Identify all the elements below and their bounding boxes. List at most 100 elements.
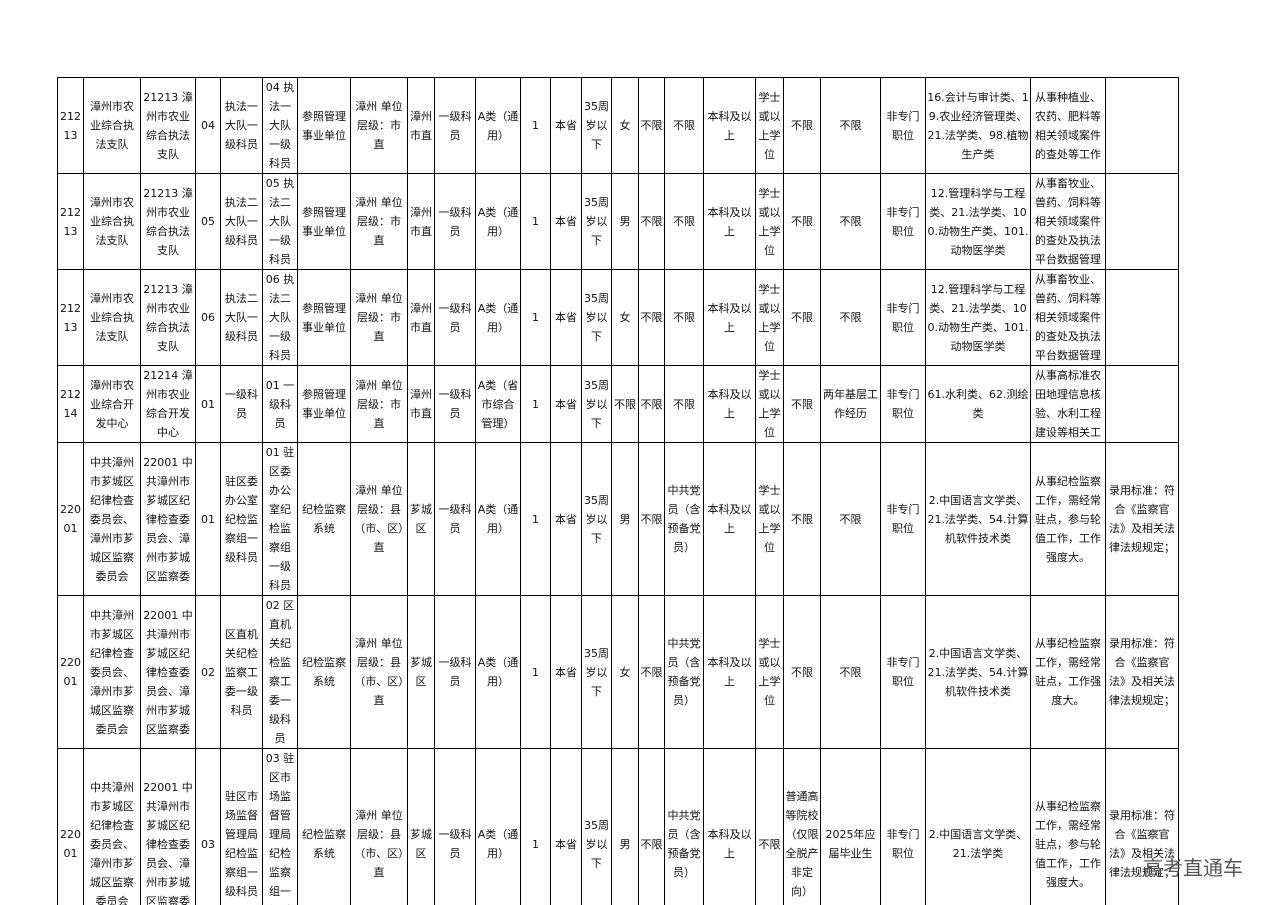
table-cell: 不限 bbox=[755, 748, 784, 905]
table-cell: 不限 bbox=[611, 365, 639, 443]
table-cell: 参照管理事业单位 bbox=[297, 365, 351, 443]
recruitment-table: 21213 漳州市农业综合执法支队 21213 漳州市农业综合执法支队 04 执法一大队… bbox=[57, 77, 1179, 905]
table-cell: 执法二大队一级科员 bbox=[220, 173, 263, 270]
table-cell: 01 bbox=[195, 442, 221, 596]
table-cell: 本省 bbox=[550, 748, 582, 905]
table-row: 21213 漳州市农业综合执法支队 21213 漳州市农业综合执法支队 04 执法一大队… bbox=[57, 77, 1179, 174]
table-cell: 从事畜牧业、兽药、饲料等相关领域案件的查处及执法平台数据管理 bbox=[1030, 173, 1106, 270]
table-cell: 漳州市直 bbox=[407, 269, 435, 366]
table-cell: 女 bbox=[611, 77, 639, 174]
table-cell: 04 执法一大队一级科员 bbox=[262, 77, 298, 174]
table-cell: 芗城区 bbox=[407, 748, 435, 905]
table-cell: A类（通用） bbox=[475, 173, 521, 270]
table-cell: 不限 bbox=[783, 269, 821, 366]
table-cell: 不限 bbox=[664, 269, 704, 366]
table-cell: 纪检监察系统 bbox=[297, 748, 351, 905]
table-row: 22001 中共漳州市芗城区纪律检查委员会、漳州市芗城区监察委员会 22001 中共… bbox=[57, 442, 1179, 596]
table-cell: 漳州 单位层级：县（市、区）直 bbox=[350, 595, 408, 749]
table-cell bbox=[1105, 173, 1179, 270]
table-cell: 02 区直机关纪检监察工委一级科员 bbox=[262, 595, 298, 749]
table-cell: 一级科员 bbox=[434, 595, 476, 749]
table-cell: 本科及以上 bbox=[703, 595, 756, 749]
table-cell: 35周岁以下 bbox=[581, 595, 612, 749]
table-cell: 中共漳州市芗城区纪律检查委员会、漳州市芗城区监察委员会 bbox=[83, 442, 141, 596]
table-cell: 35周岁以下 bbox=[581, 365, 612, 443]
table-cell: 漳州市农业综合执法支队 bbox=[83, 77, 141, 174]
table-cell: 01 一级科员 bbox=[262, 365, 298, 443]
table-cell: 从事纪检监察工作，需经常驻点，参与轮值工作，工作强度大。 bbox=[1030, 748, 1106, 905]
table-cell: 1 bbox=[520, 173, 551, 270]
table-cell: 漳州 单位层级：市直 bbox=[350, 269, 408, 366]
table-cell: 22001 中共漳州市芗城区纪律检查委员会、漳州市芗城区监察委 bbox=[140, 442, 196, 596]
table-cell: 01 驻区委办公室纪检监察组一级科员 bbox=[262, 442, 298, 596]
table-cell: 2.中国语言文学类、21.法学类、54.计算机软件技术类 bbox=[925, 442, 1031, 596]
table-cell: 漳州市直 bbox=[407, 173, 435, 270]
table-cell: 不限 bbox=[638, 269, 665, 366]
table-cell: 本科及以上 bbox=[703, 748, 756, 905]
table-cell: 不限 bbox=[820, 595, 881, 749]
table-cell: 本省 bbox=[550, 365, 582, 443]
table-cell: 不限 bbox=[638, 442, 665, 596]
table-cell: 漳州 单位层级：市直 bbox=[350, 77, 408, 174]
table-cell: 不限 bbox=[638, 365, 665, 443]
table-cell: 不限 bbox=[783, 173, 821, 270]
table-cell: 不限 bbox=[783, 442, 821, 596]
table-cell: 不限 bbox=[820, 442, 881, 596]
table-cell: 非专门职位 bbox=[880, 595, 926, 749]
table-cell: 录用标准：符合《监察官法》及相关法律法规规定； bbox=[1105, 748, 1179, 905]
table-cell: 03 bbox=[195, 748, 221, 905]
table-cell: 35周岁以下 bbox=[581, 748, 612, 905]
table-cell: 本省 bbox=[550, 77, 582, 174]
table-cell: 从事纪检监察工作，需经常驻点，工作强度大。 bbox=[1030, 595, 1106, 749]
table-cell: 两年基层工作经历 bbox=[820, 365, 881, 443]
table-cell: 非专门职位 bbox=[880, 173, 926, 270]
table-cell: 21213 漳州市农业综合执法支队 bbox=[140, 77, 196, 174]
table-cell: 不限 bbox=[664, 77, 704, 174]
table-cell: 22001 bbox=[57, 595, 84, 749]
table-cell: 漳州 单位层级：市直 bbox=[350, 173, 408, 270]
table-cell: 参照管理事业单位 bbox=[297, 269, 351, 366]
table-cell: 21213 bbox=[57, 173, 84, 270]
table-cell: 本科及以上 bbox=[703, 173, 756, 270]
table-cell: 21214 漳州市农业综合开发中心 bbox=[140, 365, 196, 443]
table-cell: 参照管理事业单位 bbox=[297, 173, 351, 270]
table-cell: 执法一大队一级科员 bbox=[220, 77, 263, 174]
table-cell: 不限 bbox=[638, 748, 665, 905]
table-cell: 01 bbox=[195, 365, 221, 443]
table-cell: 不限 bbox=[638, 595, 665, 749]
table-cell: 1 bbox=[520, 365, 551, 443]
table-cell: 驻区市场监督管理局纪检监察组一级科员 bbox=[220, 748, 263, 905]
watermark: 高考直通车 bbox=[1143, 856, 1243, 880]
table-cell: 执法二大队一级科员 bbox=[220, 269, 263, 366]
table-cell: 本省 bbox=[550, 442, 582, 596]
table-cell: 21214 bbox=[57, 365, 84, 443]
table-cell: 不限 bbox=[820, 269, 881, 366]
table-cell: 22001 中共漳州市芗城区纪律检查委员会、漳州市芗城区监察委 bbox=[140, 595, 196, 749]
table-cell: 漳州市直 bbox=[407, 365, 435, 443]
table-cell: 不限 bbox=[638, 77, 665, 174]
table-cell: 1 bbox=[520, 269, 551, 366]
table-cell: 12.管理科学与工程类、21.法学类、100.动物生产类、101.动物医学类 bbox=[925, 269, 1031, 366]
table-cell: 学士或以上学位 bbox=[755, 269, 784, 366]
table-cell: 21213 漳州市农业综合执法支队 bbox=[140, 269, 196, 366]
table-cell: 学士或以上学位 bbox=[755, 365, 784, 443]
table-row: 21214 漳州市农业综合开发中心 21214 漳州市农业综合开发中心 01 一级科员 0… bbox=[57, 365, 1179, 443]
table-cell: 男 bbox=[611, 173, 639, 270]
table-cell: 一级科员 bbox=[434, 269, 476, 366]
table-cell: A类（通用） bbox=[475, 595, 521, 749]
table-cell: 05 执法二大队一级科员 bbox=[262, 173, 298, 270]
table-cell: 芗城区 bbox=[407, 595, 435, 749]
table-cell: 学士或以上学位 bbox=[755, 442, 784, 596]
table-cell: 纪检监察系统 bbox=[297, 442, 351, 596]
table-cell: 中共漳州市芗城区纪律检查委员会、漳州市芗城区监察委员会 bbox=[83, 595, 141, 749]
table-cell: 录用标准：符合《监察官法》及相关法律法规规定； bbox=[1105, 442, 1179, 596]
table-cell: 中共漳州市芗城区纪律检查委员会、漳州市芗城区监察委员会 bbox=[83, 748, 141, 905]
table-cell: 纪检监察系统 bbox=[297, 595, 351, 749]
table-cell: 61.水利类、62.测绘类 bbox=[925, 365, 1031, 443]
table-cell: A类（省市综合管理） bbox=[475, 365, 521, 443]
table-cell: 本省 bbox=[550, 173, 582, 270]
table-cell: 区直机关纪检监察工委一级科员 bbox=[220, 595, 263, 749]
table-cell: 非专门职位 bbox=[880, 442, 926, 596]
table-cell: 男 bbox=[611, 748, 639, 905]
table-cell: 不限 bbox=[783, 365, 821, 443]
